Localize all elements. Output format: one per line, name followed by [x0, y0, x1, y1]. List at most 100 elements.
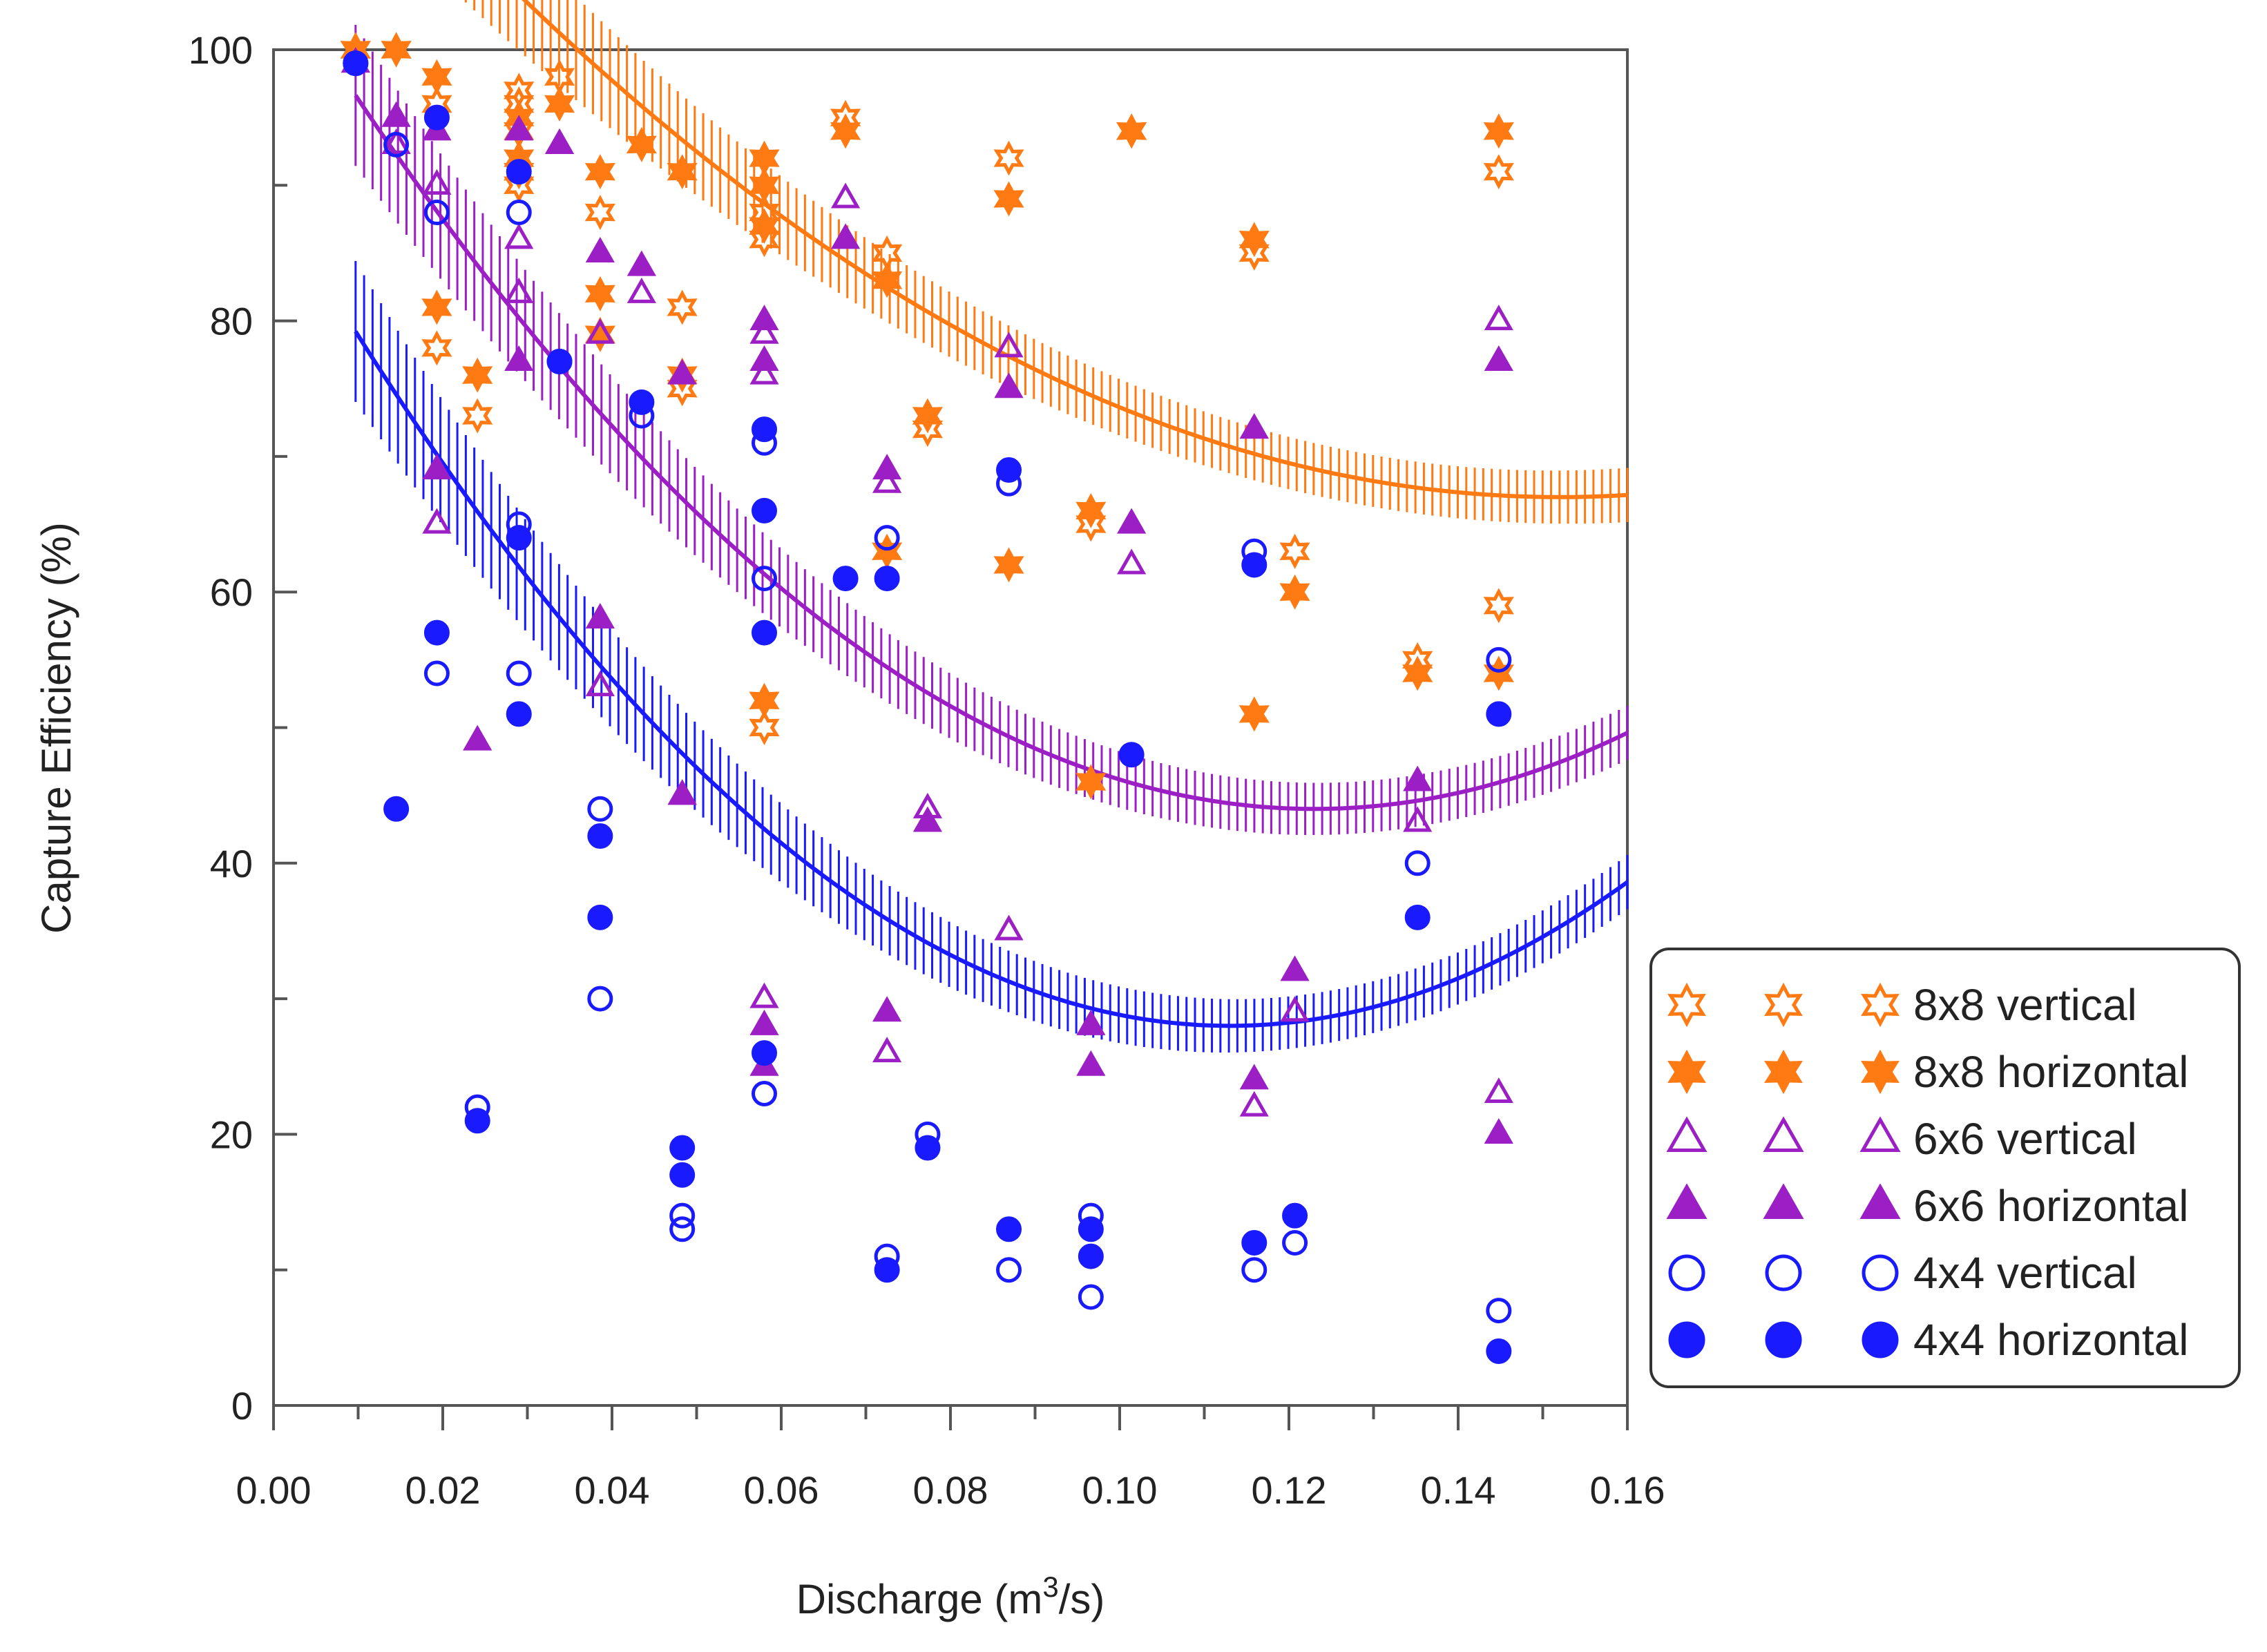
- y-axis: 0 20 40 60 80 100: [189, 28, 297, 1428]
- x-axis: 0.00 0.02 0.04 0.06 0.08 0.10 0.12 0.14 0.16: [236, 1405, 1665, 1512]
- data-point: [629, 389, 655, 415]
- x-tick-label: 0.06: [744, 1468, 819, 1512]
- data-point: [506, 525, 532, 551]
- data-point: [1484, 345, 1513, 372]
- y-axis-title: Capture Efficiency (%): [33, 522, 79, 934]
- legend-item: 8x8 horizontal: [1667, 1047, 2188, 1097]
- data-point: [462, 357, 493, 393]
- data-point: [423, 104, 450, 131]
- legend-label: 6x6 vertical: [1913, 1114, 2137, 1164]
- data-point: [749, 682, 780, 718]
- data-point: [585, 603, 615, 628]
- data-point: [749, 208, 780, 244]
- data-point: [874, 566, 900, 592]
- data-point: [749, 1009, 779, 1035]
- data-point: [423, 200, 450, 226]
- data-point: [1118, 742, 1145, 768]
- data-point: [1076, 1009, 1106, 1035]
- data-point: [912, 806, 943, 832]
- y-tick-label: 80: [210, 300, 253, 343]
- y-tick-label: 60: [210, 570, 253, 614]
- data-point: [1486, 1338, 1512, 1364]
- data-point: [1486, 646, 1512, 673]
- data-point: [504, 115, 534, 141]
- data-point: [832, 566, 859, 592]
- data-point: [996, 1257, 1022, 1283]
- data-point: [1402, 655, 1433, 691]
- data-point: [544, 86, 575, 122]
- data-point: [421, 289, 452, 325]
- data-point: [669, 1202, 696, 1229]
- x-tick-label: 0.10: [1082, 1468, 1158, 1512]
- data-point: [1078, 1216, 1104, 1242]
- data-point: [1239, 413, 1269, 439]
- legend-label: 6x6 horizontal: [1913, 1181, 2188, 1231]
- data-point: [544, 128, 575, 154]
- data-point: [383, 796, 410, 822]
- data-point: [584, 195, 615, 231]
- x-axis-title-superscript: 3: [1042, 1571, 1058, 1603]
- fit-confidence-band: [354, 25, 1629, 836]
- data-point: [584, 316, 615, 352]
- series-4x4-horizontal: [343, 50, 1512, 1364]
- y-tick-label: 100: [189, 28, 253, 72]
- data-point: [669, 1216, 696, 1242]
- data-point: [830, 223, 861, 249]
- data-point: [752, 620, 777, 646]
- data-point: [381, 101, 411, 127]
- data-point: [383, 131, 410, 157]
- data-point: [421, 59, 452, 95]
- data-point: [1117, 548, 1147, 575]
- data-point: [506, 200, 532, 226]
- legend-marker: [1764, 1049, 1803, 1095]
- data-point: [343, 50, 369, 77]
- data-point: [749, 345, 779, 372]
- data-points: [340, 32, 1514, 1364]
- data-point: [749, 709, 780, 746]
- data-point: [1238, 222, 1270, 258]
- x-tick-label: 0.14: [1421, 1468, 1496, 1512]
- data-point: [669, 1162, 696, 1188]
- data-point: [626, 126, 657, 162]
- fit-curve-line: [354, 94, 1629, 811]
- data-point: [1404, 850, 1431, 876]
- data-point: [752, 497, 777, 524]
- data-point: [1282, 1202, 1308, 1229]
- legend-marker: [1667, 1049, 1706, 1095]
- legend-marker: [1862, 1321, 1899, 1358]
- data-point: [667, 358, 697, 385]
- legend-marker: [1668, 1254, 1705, 1291]
- data-point: [996, 1216, 1022, 1242]
- legend-marker: [1861, 1049, 1900, 1095]
- data-point: [381, 128, 411, 154]
- data-point: [584, 154, 615, 190]
- legend: 8x8 vertical 8x8 horizontal 6x6 vertical 6x…: [1649, 948, 2241, 1388]
- data-point: [504, 277, 534, 303]
- data-point: [585, 237, 615, 262]
- data-point: [587, 823, 613, 849]
- x-axis-title-base: Discharge (m: [796, 1576, 1043, 1622]
- data-point: [546, 348, 573, 374]
- data-point: [872, 1037, 902, 1063]
- data-point: [463, 724, 492, 751]
- series-4x4-vertical: [343, 50, 1512, 1324]
- data-point: [1484, 1117, 1513, 1144]
- data-point: [464, 1108, 490, 1134]
- legend-marker: [1764, 982, 1803, 1028]
- data-point: [626, 250, 656, 276]
- data-point: [830, 182, 861, 209]
- legend-item: 4x4 vertical: [1668, 1248, 2137, 1298]
- data-point: [752, 1081, 777, 1107]
- data-point: [993, 547, 1024, 583]
- data-point: [912, 398, 944, 434]
- legend-marker: [1765, 1254, 1802, 1291]
- data-point: [749, 318, 779, 344]
- data-point: [1239, 1064, 1269, 1090]
- legend-marker: [1862, 1254, 1899, 1291]
- series-8x8-horizontal: [340, 32, 1514, 800]
- data-point: [1282, 1229, 1308, 1256]
- legend-marker: [1861, 982, 1900, 1028]
- x-tick-label: 0.00: [236, 1468, 312, 1512]
- data-point: [872, 467, 902, 493]
- data-point: [1117, 508, 1147, 534]
